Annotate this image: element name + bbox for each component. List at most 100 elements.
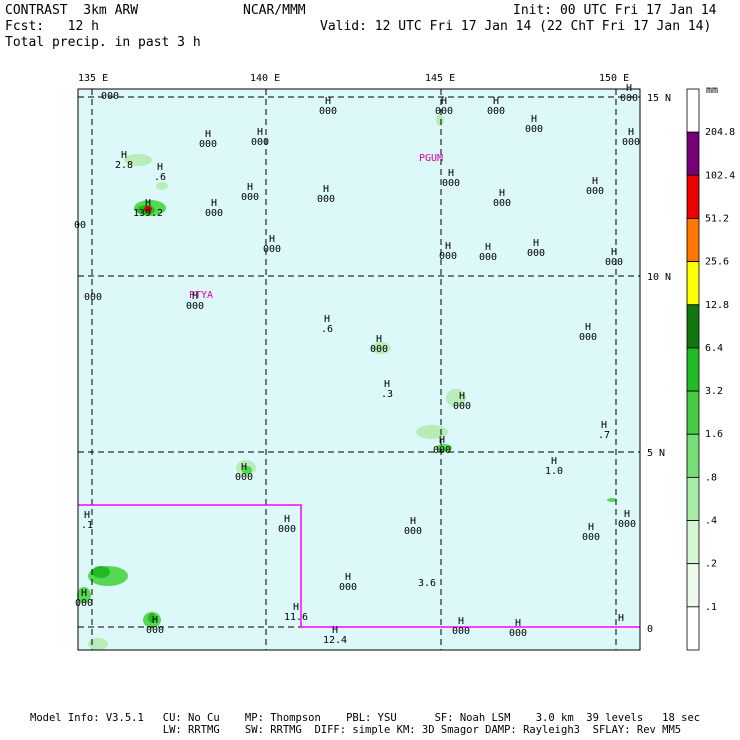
high-symbol: H bbox=[441, 96, 447, 107]
high-symbol: H bbox=[458, 616, 464, 627]
colorbar-label: .1 bbox=[705, 602, 717, 613]
high-symbol: H bbox=[257, 127, 263, 138]
high-symbol: H bbox=[84, 510, 90, 521]
colorbar-label: 102.4 bbox=[705, 170, 735, 181]
lon-label-145: 145 E bbox=[425, 73, 455, 84]
high-symbol: H bbox=[324, 314, 330, 325]
high-symbol: H bbox=[269, 234, 275, 245]
precip-value: 000 bbox=[579, 332, 597, 343]
pressure-mark: H bbox=[618, 613, 624, 624]
precip-value: 000 bbox=[525, 124, 543, 135]
colorbar-label: .8 bbox=[705, 472, 717, 483]
high-symbol: H bbox=[323, 184, 329, 195]
colorbar-segment bbox=[686, 218, 700, 263]
precip-value: 11.6 bbox=[284, 612, 308, 623]
high-symbol: H bbox=[531, 114, 537, 125]
high-symbol: H bbox=[211, 198, 217, 209]
valid-time: Valid: 12 UTC Fri 17 Jan 14 (22 ChT Fri … bbox=[320, 19, 712, 34]
precip-value: 000 bbox=[442, 178, 460, 189]
precip-value: 000 bbox=[319, 106, 337, 117]
high-symbol: H bbox=[145, 198, 151, 209]
precip-value: 12.4 bbox=[323, 635, 347, 646]
precip-value: 000 bbox=[433, 445, 451, 456]
station-ptya: PTYA bbox=[189, 290, 213, 301]
precip-value: 000 bbox=[605, 257, 623, 268]
precip-value: 000 bbox=[186, 301, 204, 312]
high-symbol: H bbox=[618, 613, 624, 624]
pressure-mark: 00 bbox=[74, 220, 86, 231]
pressure-mark: 000 bbox=[84, 292, 102, 303]
precip-value: .3 bbox=[381, 389, 393, 400]
high-symbol: H bbox=[192, 291, 198, 302]
precip-value: 000 bbox=[84, 292, 102, 303]
pressure-mark: H.3 bbox=[381, 379, 393, 400]
precip-value: 000 bbox=[75, 598, 93, 609]
map-frame bbox=[77, 88, 641, 651]
high-symbol: H bbox=[626, 83, 632, 94]
colorbar-segment bbox=[686, 476, 700, 521]
high-symbol: H bbox=[410, 516, 416, 527]
pressure-mark: H12.4 bbox=[323, 625, 347, 646]
colorbar-label: 51.2 bbox=[705, 213, 729, 224]
colorbar-label: 3.2 bbox=[705, 386, 723, 397]
lon-label-140: 140 E bbox=[250, 73, 280, 84]
precip-value: 000 bbox=[620, 93, 638, 104]
lon-label-150: 150 E bbox=[599, 73, 629, 84]
pressure-mark: H.6 bbox=[154, 162, 166, 183]
high-symbol: H bbox=[121, 150, 127, 161]
high-symbol: H bbox=[592, 176, 598, 187]
high-symbol: H bbox=[157, 162, 163, 173]
precip-value: 000 bbox=[527, 248, 545, 259]
precip-value: 000 bbox=[435, 106, 453, 117]
colorbar-segment bbox=[686, 347, 700, 392]
precip-value: 000 bbox=[235, 472, 253, 483]
high-symbol: H bbox=[585, 322, 591, 333]
high-symbol: H bbox=[384, 379, 390, 390]
precip-value: 3.6 bbox=[418, 578, 436, 589]
precip-value: 000 bbox=[452, 626, 470, 637]
colorbar-label: .2 bbox=[705, 559, 717, 570]
colorbar-segment bbox=[686, 261, 700, 306]
precip-value: 1.0 bbox=[545, 466, 563, 477]
station-pgum: PGUM bbox=[419, 153, 443, 164]
lat-label-0: 0 bbox=[647, 624, 653, 635]
organization-label: NCAR/MMM bbox=[243, 3, 306, 18]
high-symbol: H bbox=[515, 618, 521, 629]
precip-value: 000 bbox=[509, 628, 527, 639]
pressure-mark: H2.8 bbox=[115, 150, 133, 171]
colorbar-label: 12.8 bbox=[705, 300, 729, 311]
high-symbol: H bbox=[485, 242, 491, 253]
precip-value: 000 bbox=[146, 625, 164, 636]
high-symbol: H bbox=[551, 456, 557, 467]
high-symbol: H bbox=[241, 462, 247, 473]
lon-label-135: 135 E bbox=[78, 73, 108, 84]
colorbar-label: .4 bbox=[705, 516, 717, 527]
precip-value: 000 bbox=[453, 401, 471, 412]
colorbar-segment bbox=[686, 563, 700, 608]
precip-value: 000 bbox=[251, 137, 269, 148]
colorbar-unit: mm bbox=[706, 85, 718, 96]
